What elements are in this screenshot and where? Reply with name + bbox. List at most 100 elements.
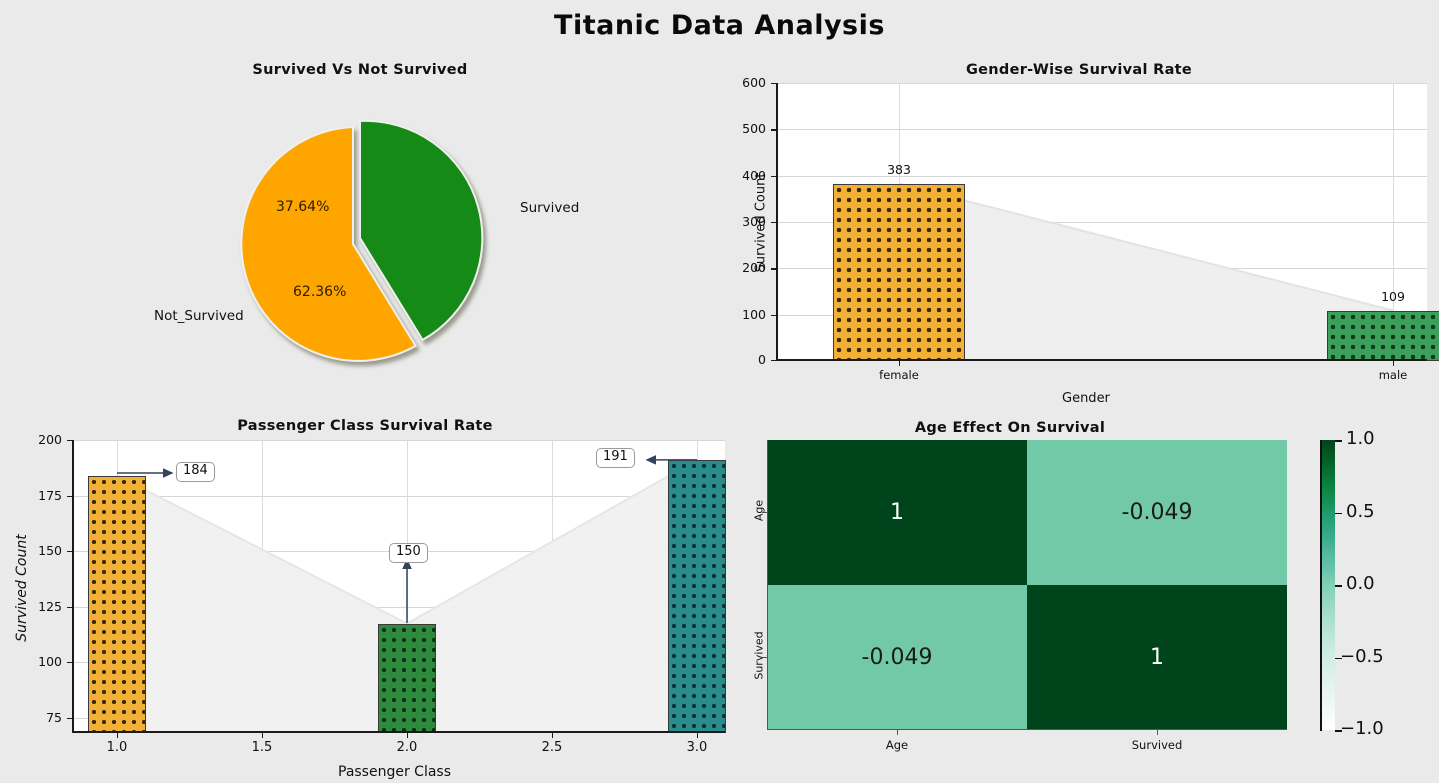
x-tick-label: 3.0	[686, 740, 708, 755]
x-tickmark	[407, 733, 409, 738]
heatmap-colorbar[interactable]	[1320, 440, 1335, 730]
annotation-class-2: 150	[389, 543, 428, 563]
pie-chart-panel: Survived Vs Not Survived 37.64% 62.36%	[0, 50, 720, 400]
y-tickmark	[771, 175, 776, 178]
annotation-class-3: 191	[596, 448, 635, 468]
annotation-class-1: 184	[176, 462, 215, 482]
bar-class-3[interactable]	[668, 459, 726, 733]
pie-label-not-survived: Not_Survived	[154, 308, 244, 324]
colorbar-label: −0.5	[1340, 645, 1384, 667]
x-tickmark	[899, 361, 901, 366]
y-tick-label: 75	[46, 709, 62, 725]
y-tick-label: 150	[38, 543, 62, 558]
bar-value-female: 383	[887, 162, 911, 177]
bar-class-1[interactable]	[88, 475, 146, 733]
colorbar-spine	[1320, 440, 1322, 731]
gridline	[776, 129, 1427, 131]
y-tickmark	[67, 495, 72, 497]
gridline	[1393, 83, 1394, 361]
heatmap-title: Age Effect On Survival	[914, 420, 1106, 436]
heatmap-cell-survived-age[interactable]: -0.049	[767, 585, 1027, 730]
y-tickmark	[771, 129, 776, 131]
bar-class-2[interactable]	[378, 623, 436, 733]
x-tick-label: male	[1378, 368, 1408, 382]
heatmap-cell-age-survived[interactable]: -0.049	[1027, 440, 1287, 585]
pie-percent-not-survived: 62.36%	[293, 284, 347, 300]
pie-label-survived: Survived	[520, 200, 580, 216]
y-tickmark	[67, 662, 72, 664]
y-tickmark	[771, 360, 776, 362]
y-tickmark	[771, 314, 776, 317]
colorbar-label: 0.5	[1346, 500, 1375, 522]
gridline	[776, 83, 1427, 84]
bar-male[interactable]	[1327, 310, 1439, 361]
gridline	[72, 495, 725, 497]
y-axis-label: Survived Count	[14, 534, 30, 642]
heatmap-x-label-age: Age	[885, 738, 909, 752]
y-axis-spine	[72, 440, 74, 733]
x-axis-label: Passenger Class	[338, 764, 452, 780]
y-tickmark	[67, 717, 72, 719]
y-tick-label: 125	[38, 598, 62, 614]
pie-slice-not-survived[interactable]	[240, 125, 417, 362]
pie-percent-survived: 37.64%	[276, 199, 330, 215]
y-tickmark	[67, 551, 72, 553]
gender-plot-area: 383 109 600 500 400 300 200 100 0 female	[742, 75, 1439, 406]
pie-chart-title: Survived Vs Not Survived	[252, 62, 468, 78]
y-tick-label: 500	[742, 121, 766, 136]
x-tickmark	[1393, 361, 1395, 366]
gridline	[72, 440, 725, 441]
y-axis-label: Survived Count	[753, 172, 769, 273]
y-tickmark	[762, 512, 767, 514]
y-tickmark	[771, 222, 776, 224]
colorbar-label: 0.0	[1346, 573, 1375, 594]
gender-chart-title: Gender-Wise Survival Rate	[965, 62, 1193, 78]
x-tick-label: 1.5	[251, 740, 273, 755]
y-tick-label: 400	[742, 167, 766, 183]
x-axis-spine	[776, 359, 1427, 361]
x-tickmark	[697, 733, 699, 738]
colorbar-tickmark	[1335, 585, 1342, 587]
gridline	[72, 606, 725, 608]
heatmap-plot-area: 1 -0.049 -0.049 1 Age Survived Age Survi…	[753, 440, 1287, 752]
pclass-plot-area: 184 150 191 200 175 150 125 100 75	[14, 432, 726, 780]
gender-area-fill	[898, 182, 1394, 361]
colorbar-tickmark	[1335, 440, 1342, 442]
x-tick-label: female	[879, 368, 919, 382]
pie-slice-survived[interactable]	[359, 119, 484, 342]
colorbar-tickmark	[1335, 512, 1342, 515]
colorbar-label: 1.0	[1346, 428, 1375, 449]
x-tickmark	[117, 733, 119, 738]
heatmap-x-label-survived: Survived	[1131, 738, 1183, 752]
bar-female[interactable]	[833, 183, 965, 361]
heatmap-cell-survived-survived[interactable]: 1	[1027, 585, 1287, 730]
y-tick-label: 200	[742, 260, 766, 275]
gridline	[776, 175, 1427, 177]
x-tick-label: 2.5	[541, 740, 563, 755]
pie-svg	[240, 119, 484, 362]
heatmap-x-spine	[767, 728, 1287, 730]
x-tickmark	[1157, 730, 1159, 735]
y-tick-label: 0	[758, 352, 766, 367]
colorbar-tickmark	[1335, 730, 1342, 732]
heatmap-y-label-survived: Survived	[752, 631, 766, 680]
x-tick-label: 2.0	[396, 740, 418, 755]
y-tick-label: 600	[742, 75, 766, 90]
heatmap-y-label-age: Age	[752, 499, 766, 522]
y-axis-spine	[776, 83, 778, 361]
heatmap-panel: Age Effect On Survival 1 -0.049 -0.049 1…	[730, 410, 1439, 783]
x-tickmark	[262, 733, 264, 738]
x-axis-label: Gender	[1062, 391, 1110, 406]
y-tick-label: 100	[742, 306, 766, 322]
gridline	[776, 222, 1427, 223]
y-tickmark	[771, 83, 776, 85]
y-tick-label: 100	[38, 654, 62, 669]
y-tickmark	[67, 440, 72, 442]
y-tick-label: 175	[38, 487, 62, 503]
colorbar-label: −1.0	[1340, 718, 1384, 739]
pie-chart-area: 37.64% 62.36% Survived Not_Survived	[150, 88, 579, 388]
colorbar-tickmark	[1335, 657, 1342, 660]
heatmap-cell-age-age[interactable]: 1	[767, 440, 1027, 585]
pclass-chart-panel: Passenger Class Survival Rate	[0, 410, 730, 783]
